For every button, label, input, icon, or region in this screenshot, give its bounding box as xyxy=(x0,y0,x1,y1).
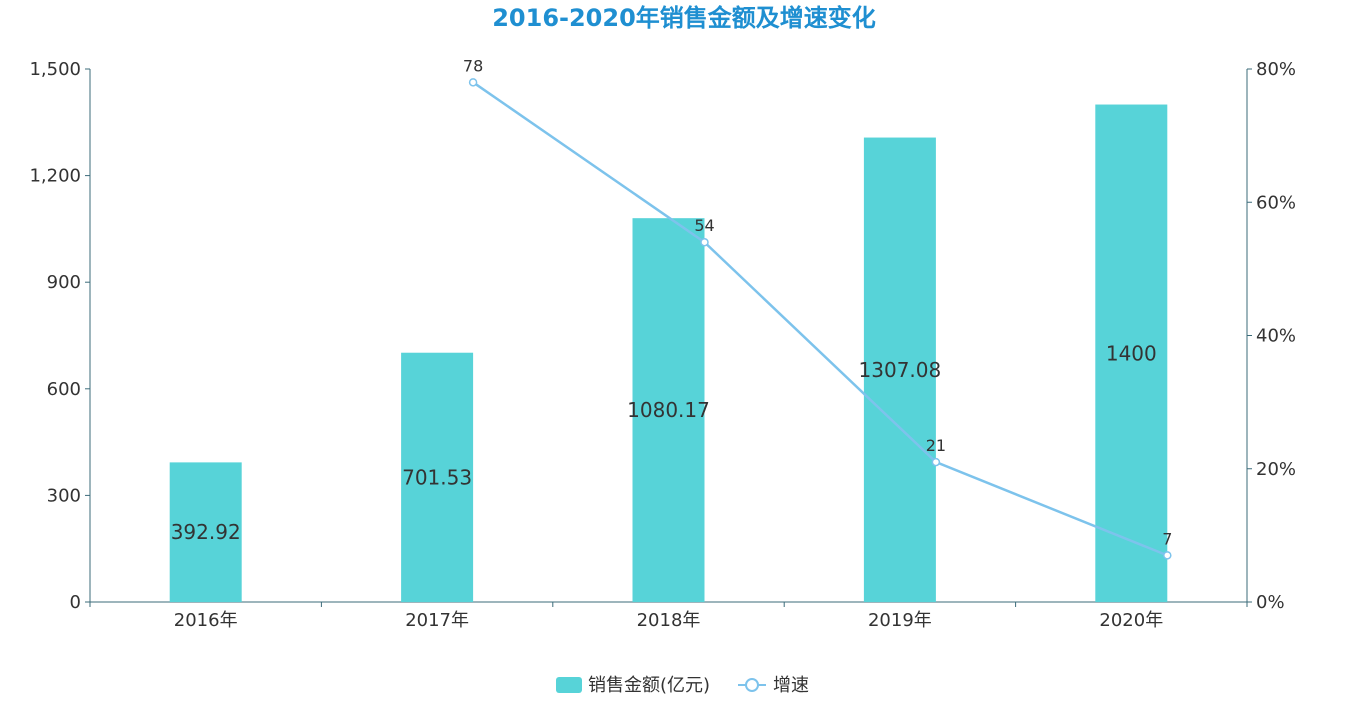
y-right-tick-label: 20% xyxy=(1256,459,1296,480)
growth-point[interactable] xyxy=(468,78,478,87)
growth-value-label: 7 xyxy=(1162,529,1172,548)
bar-value-label: 1307.08 xyxy=(859,358,942,382)
x-tick-label: 2016年 xyxy=(174,610,238,631)
growth-value-label: 21 xyxy=(926,436,946,455)
y-left-tick-label: 1,500 xyxy=(29,59,81,80)
x-tick-label: 2018年 xyxy=(637,610,701,631)
y-left-tick-label: 0 xyxy=(70,592,81,613)
bar[interactable] xyxy=(401,352,474,602)
chart-title: 2016-2020年销售金额及增速变化 xyxy=(492,4,876,32)
growth-line[interactable] xyxy=(472,81,1168,557)
bar[interactable] xyxy=(1095,104,1168,603)
bar[interactable] xyxy=(863,137,936,602)
bar-value-label: 392.92 xyxy=(171,520,241,544)
legend-line-marker[interactable] xyxy=(745,678,759,692)
y-left-tick-label: 900 xyxy=(47,272,81,293)
y-right-tick-label: 60% xyxy=(1256,192,1296,213)
y-right-tick-label: 0% xyxy=(1256,592,1285,613)
bar-value-label: 1080.17 xyxy=(627,398,710,422)
x-tick-label: 2019年 xyxy=(868,610,932,631)
bar[interactable] xyxy=(632,218,705,602)
legend-line-label[interactable]: 增速 xyxy=(773,675,809,696)
line-series: 78 54 21 7 xyxy=(463,56,1172,560)
legend-bar-swatch[interactable] xyxy=(556,677,582,693)
growth-point[interactable] xyxy=(1163,551,1172,560)
y-left-tick-label: 300 xyxy=(47,485,81,506)
legend-bar-label[interactable]: 销售金额(亿元) xyxy=(588,675,710,696)
y-left-tick-label: 600 xyxy=(47,379,81,400)
bar-value-label: 1400 xyxy=(1106,341,1157,365)
bar[interactable] xyxy=(169,462,242,602)
y-right-tick-label: 40% xyxy=(1256,326,1296,347)
y-right-tick-label: 80% xyxy=(1256,59,1296,80)
y-left-tick-label: 1,200 xyxy=(29,166,81,187)
legend[interactable]: 销售金额(亿元) 增速 xyxy=(556,675,809,696)
x-tick-label: 2020年 xyxy=(1099,610,1163,631)
axes: 0 300 600 900 1,200 1,500 0% 20% 40% 60% 80% 2016年 2… xyxy=(29,59,1296,631)
x-tick-label: 2017年 xyxy=(405,610,469,631)
bars: 392.92 701.53 1080.17 1307.08 1400 xyxy=(169,104,1168,603)
bar-value-label: 701.53 xyxy=(402,465,472,489)
growth-value-label: 78 xyxy=(463,56,483,75)
growth-point[interactable] xyxy=(700,237,709,247)
growth-point[interactable] xyxy=(931,457,941,467)
growth-value-label: 54 xyxy=(694,216,714,235)
